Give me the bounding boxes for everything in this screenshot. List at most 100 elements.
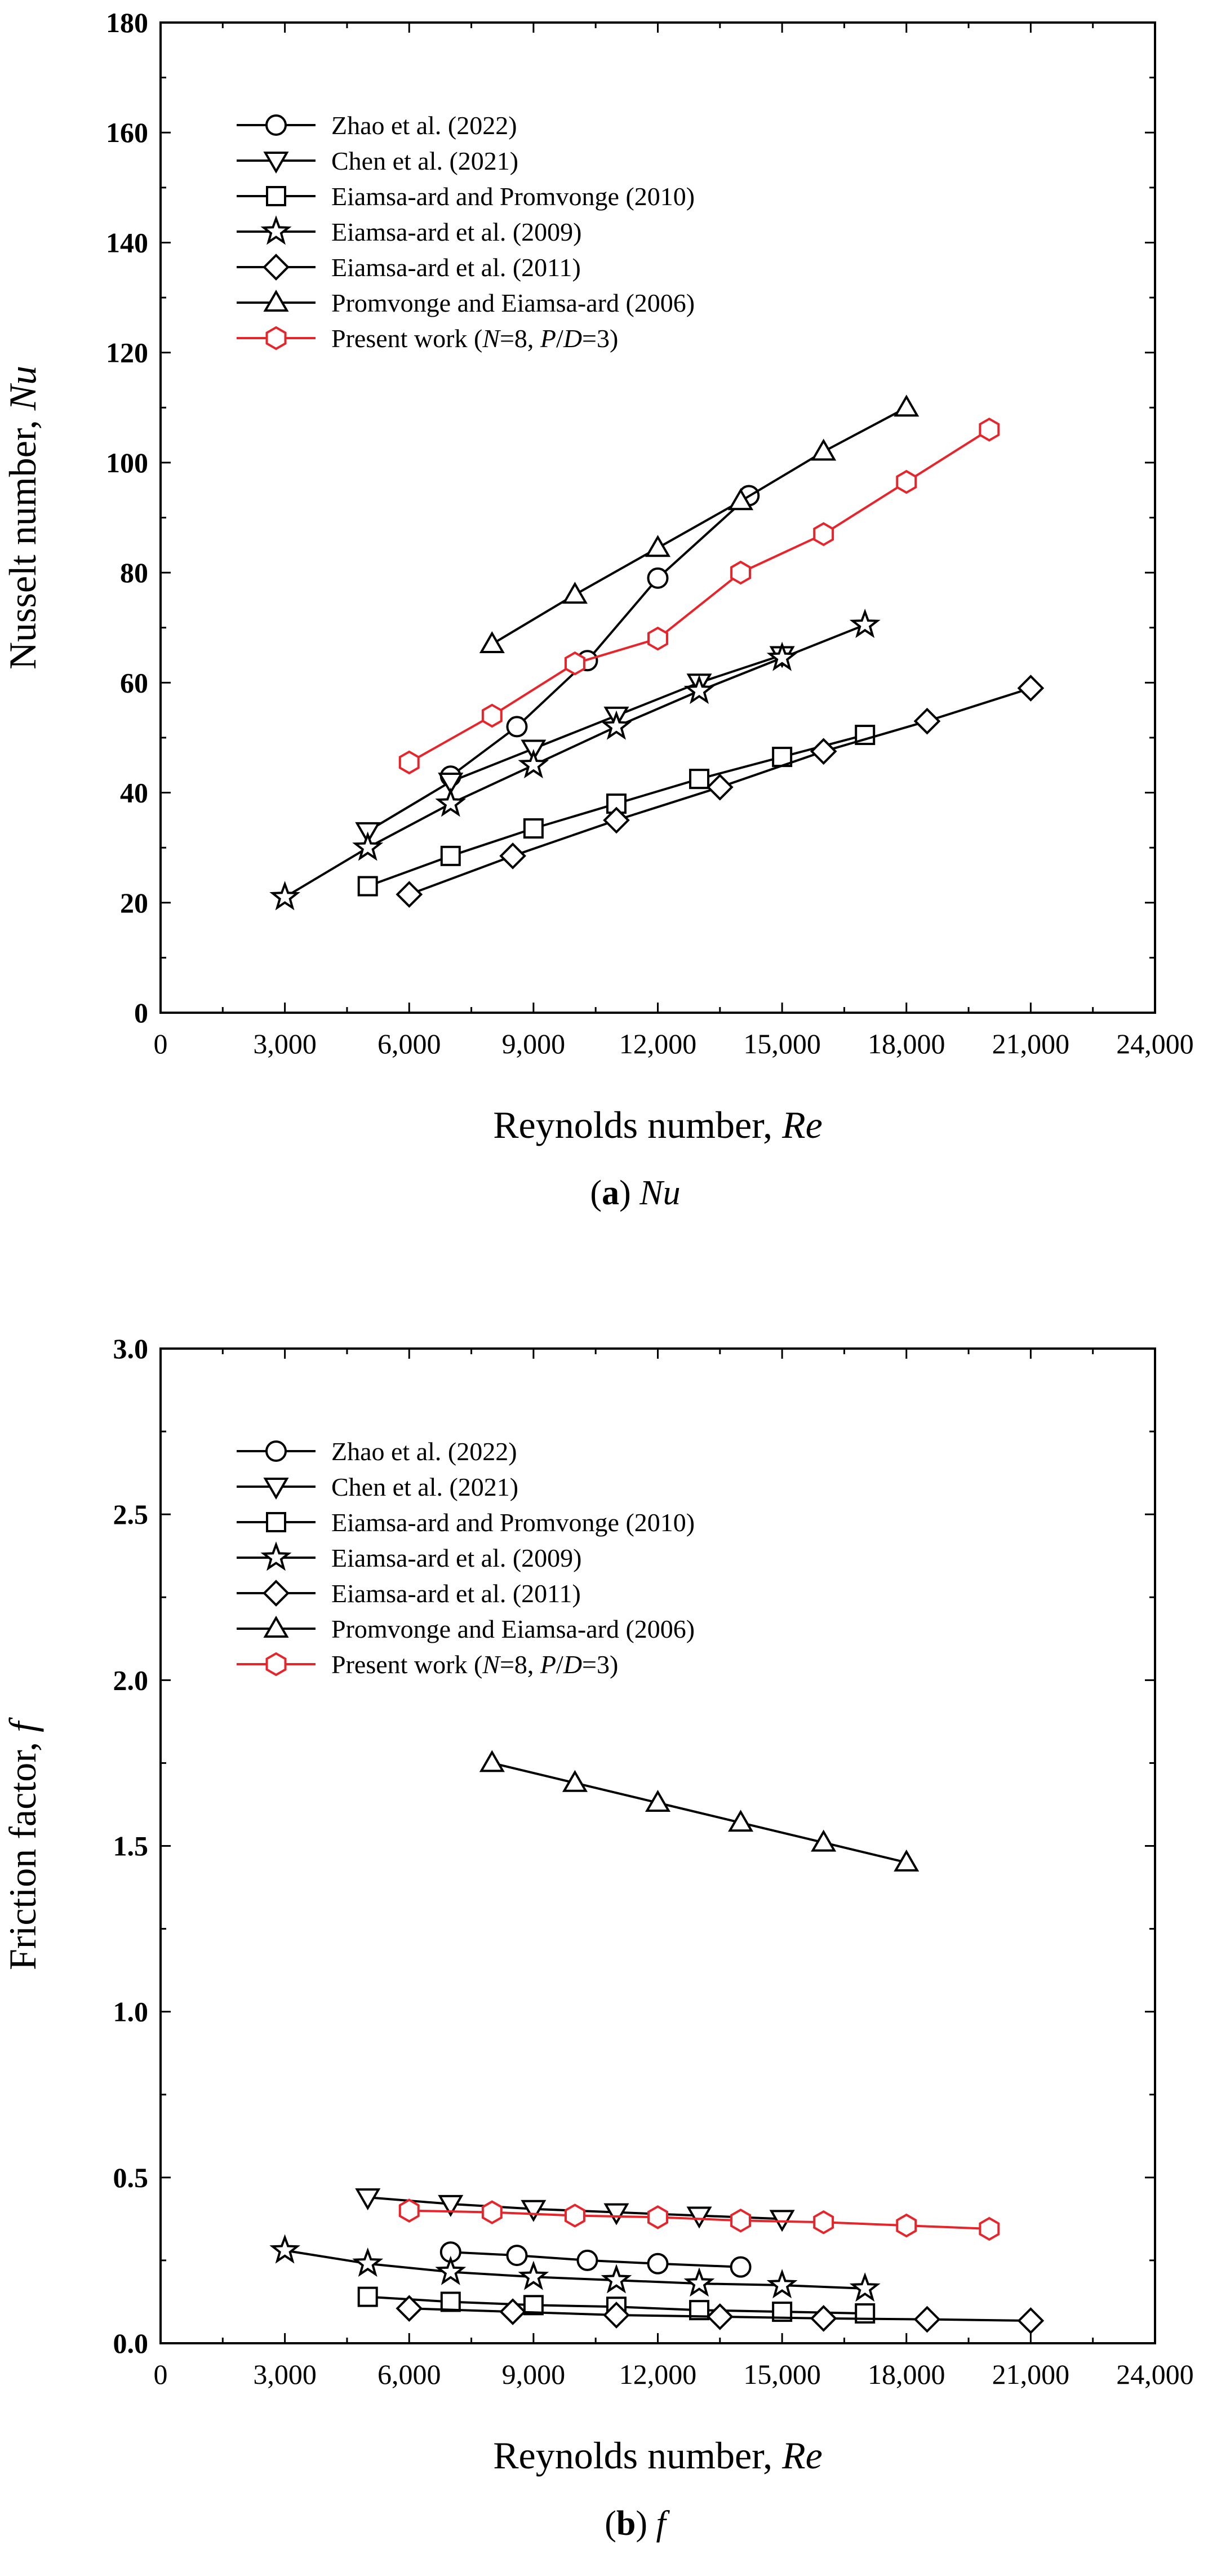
data-point-star bbox=[683, 675, 715, 704]
y-tick-label: 2.5 bbox=[113, 1498, 149, 1530]
data-point-diamond bbox=[603, 806, 630, 834]
data-point-triangle-up bbox=[811, 438, 837, 461]
series-line bbox=[284, 623, 865, 898]
data-point-square bbox=[689, 769, 710, 790]
x-tick-label: 12,000 bbox=[619, 1028, 697, 1059]
data-point-hexagon bbox=[730, 2208, 751, 2233]
series-6 bbox=[398, 417, 1000, 775]
series-4 bbox=[396, 675, 1045, 908]
legend-label: Present work (N=8, P/D=3) bbox=[331, 1650, 618, 1679]
data-point-star bbox=[518, 2260, 549, 2290]
x-tick-label: 18,000 bbox=[868, 2358, 945, 2390]
x-tick-label: 21,000 bbox=[992, 2358, 1070, 2390]
series-3 bbox=[269, 608, 881, 911]
data-point-square bbox=[523, 818, 544, 839]
y-tick-label: 0.5 bbox=[113, 2162, 149, 2193]
x-tick-label: 15,000 bbox=[743, 1028, 821, 1059]
x-axis-title-symbol: Re bbox=[781, 2434, 823, 2477]
data-point-star bbox=[849, 2272, 881, 2302]
data-point-hexagon bbox=[979, 417, 1000, 442]
data-point-hexagon bbox=[730, 560, 751, 585]
data-point-circle bbox=[647, 2253, 669, 2274]
legend-label: Promvonge and Eiamsa-ard (2006) bbox=[331, 1615, 695, 1643]
data-point-diamond bbox=[706, 2303, 734, 2330]
data-point-hexagon bbox=[647, 626, 668, 651]
y-axis-title-symbol: Nu bbox=[1, 366, 44, 411]
panel-caption-id: b bbox=[616, 2504, 636, 2543]
data-point-hexagon bbox=[565, 2203, 585, 2228]
x-tick-label: 3,000 bbox=[253, 2358, 317, 2390]
data-point-star bbox=[352, 2247, 384, 2277]
legend-marker-triangle-down bbox=[263, 152, 289, 174]
x-tick-label: 12,000 bbox=[619, 2358, 697, 2390]
data-point-diamond bbox=[396, 881, 423, 908]
series-line bbox=[409, 2209, 989, 2230]
x-tick-label: 18,000 bbox=[868, 1028, 945, 1059]
x-axis-title-text: Reynolds number, bbox=[493, 2434, 782, 2477]
data-point-circle bbox=[576, 2249, 598, 2271]
legend-marker-circle bbox=[265, 114, 287, 136]
data-point-diamond bbox=[810, 738, 837, 765]
legend-label: Eiamsa-ard and Promvonge (2010) bbox=[331, 182, 695, 211]
legend-marker-star bbox=[260, 215, 292, 245]
x-axis-title-symbol: Re bbox=[781, 1103, 823, 1146]
data-point-triangle-down bbox=[438, 2194, 464, 2217]
data-point-triangle-down bbox=[686, 2206, 712, 2229]
data-point-triangle-up bbox=[811, 1829, 837, 1852]
legend-marker-circle bbox=[265, 1440, 287, 1462]
data-point-hexagon bbox=[979, 2216, 1000, 2241]
data-point-triangle-down bbox=[603, 2203, 629, 2225]
y-tick-label: 3.0 bbox=[113, 1333, 149, 1364]
data-point-triangle-down bbox=[355, 2188, 381, 2211]
y-axis-title: Nusselt number, Nu bbox=[1, 366, 44, 670]
legend-marker-square bbox=[266, 186, 286, 206]
y-tick-label: 140 bbox=[106, 227, 148, 258]
legend-label: Promvonge and Eiamsa-ard (2006) bbox=[331, 289, 695, 317]
data-point-square bbox=[440, 845, 461, 866]
data-point-square bbox=[772, 747, 793, 768]
data-point-triangle-up bbox=[562, 582, 588, 604]
data-point-diamond bbox=[1017, 675, 1045, 702]
series-3 bbox=[269, 2234, 881, 2302]
data-point-triangle-up bbox=[894, 394, 920, 417]
data-point-hexagon bbox=[481, 2200, 503, 2224]
x-axis-title: Reynolds number, Re bbox=[493, 1103, 823, 1146]
data-point-hexagon bbox=[565, 651, 585, 676]
legend-label: Eiamsa-ard et al. (2009) bbox=[331, 218, 581, 246]
legend-label: Eiamsa-ard et al. (2009) bbox=[331, 1544, 581, 1572]
panel-caption: (b) f bbox=[605, 2504, 670, 2543]
data-point-circle bbox=[647, 567, 669, 589]
chart-panel-b: 0 3,000 6,000 9,000 12,000 15,000 18,000 21,000… bbox=[1, 1333, 1194, 2543]
legend: Zhao et al. (2022) Chen et al. (2021) Eiam… bbox=[237, 111, 695, 353]
series-line bbox=[491, 406, 907, 645]
legend-marker-diamond bbox=[263, 254, 290, 281]
legend-marker-triangle-down bbox=[263, 1478, 289, 1500]
legend-label: Eiamsa-ard et al. (2011) bbox=[331, 253, 581, 282]
y-tick-label: 80 bbox=[120, 557, 148, 588]
series-6 bbox=[398, 2198, 1000, 2241]
x-tick-label: 21,000 bbox=[992, 1028, 1070, 1059]
x-tick-label: 15,000 bbox=[743, 2358, 821, 2390]
y-tick-label: 120 bbox=[106, 337, 148, 369]
data-point-hexagon bbox=[398, 750, 420, 775]
data-point-diamond bbox=[499, 2298, 526, 2325]
panel-caption-text: Nu bbox=[639, 1174, 680, 1212]
series-line bbox=[491, 1762, 907, 1864]
data-point-hexagon bbox=[481, 703, 503, 728]
data-point-star bbox=[435, 2255, 467, 2285]
y-tick-label: 100 bbox=[106, 447, 148, 478]
data-point-hexagon bbox=[896, 469, 917, 494]
legend-marker-star bbox=[260, 1541, 292, 1571]
x-tick-label: 24,000 bbox=[1116, 1028, 1194, 1059]
panel-caption: (a) Nu bbox=[590, 1174, 680, 1212]
data-point-star bbox=[849, 608, 881, 639]
legend-label: Eiamsa-ard and Promvonge (2010) bbox=[331, 1508, 695, 1537]
data-point-square bbox=[440, 2291, 461, 2312]
data-point-diamond bbox=[603, 2302, 630, 2329]
y-tick-label: 160 bbox=[106, 117, 148, 148]
legend-label: Present work (N=8, P/D=3) bbox=[331, 324, 618, 353]
legend-label: Chen et al. (2021) bbox=[331, 147, 518, 175]
series-2 bbox=[357, 725, 876, 897]
legend-label: Eiamsa-ard et al. (2011) bbox=[331, 1579, 581, 1608]
data-point-square bbox=[523, 2295, 544, 2316]
